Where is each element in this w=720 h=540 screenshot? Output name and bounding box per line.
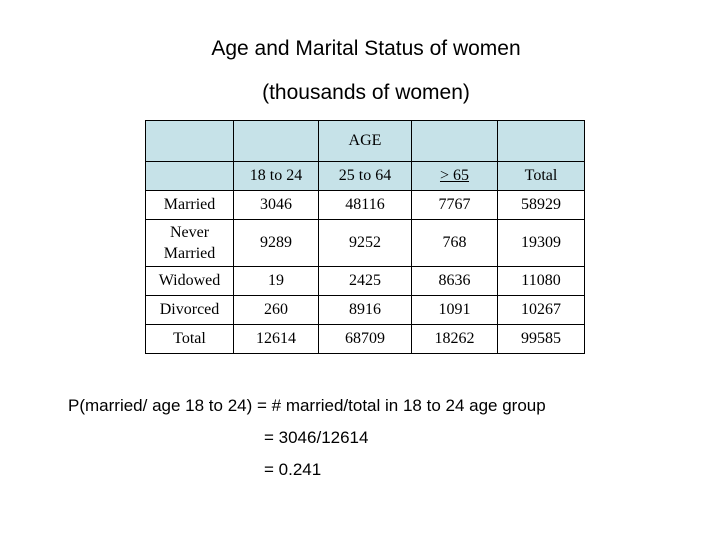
table-cell: 58929	[497, 190, 585, 220]
row-label: Married	[145, 190, 234, 220]
header-empty-cell	[233, 120, 319, 162]
table-cell: 2425	[318, 266, 412, 296]
table-row: Divorced 260 8916 1091 10267	[145, 295, 585, 325]
table-cell: 19	[233, 266, 319, 296]
table-row: Married 3046 48116 7767 58929	[145, 190, 585, 220]
table-cell: 1091	[411, 295, 498, 325]
probability-formula: P(married/ age 18 to 24) = # married/tot…	[68, 396, 546, 415]
table-cell: 99585	[497, 324, 585, 354]
table-cell: 9252	[318, 219, 412, 267]
column-header: > 65	[411, 161, 498, 191]
table-cell: 3046	[233, 190, 319, 220]
column-header: 18 to 24	[233, 161, 319, 191]
table-row: Never Married 9289 9252 768 19309	[145, 219, 585, 267]
row-label: Widowed	[145, 266, 234, 296]
table-cell: 18262	[411, 324, 498, 354]
row-label-line: Married	[163, 245, 216, 262]
row-label-line: Never	[169, 224, 210, 241]
table-cell: 9289	[233, 219, 319, 267]
column-header: Total	[497, 161, 585, 191]
table-cell: 8916	[318, 295, 412, 325]
table-cell: 11080	[497, 266, 585, 296]
header-empty-cell	[497, 120, 585, 162]
table-cell: 8636	[411, 266, 498, 296]
page-title: Age and Marital Status of women	[211, 37, 521, 60]
table-cell: 48116	[318, 190, 412, 220]
table-header-row-columns: 18 to 24 25 to 64 > 65 Total	[145, 161, 585, 191]
age-group-header: AGE	[318, 120, 412, 162]
header-empty-cell	[411, 120, 498, 162]
header-empty-cell	[145, 120, 234, 162]
probability-result: = 0.241	[264, 460, 322, 479]
table-cell: 768	[411, 219, 498, 267]
table-cell: 68709	[318, 324, 412, 354]
column-header: 25 to 64	[318, 161, 412, 191]
row-label: Divorced	[145, 295, 234, 325]
table-row: Total 12614 68709 18262 99585	[145, 324, 585, 354]
table-cell: 7767	[411, 190, 498, 220]
table-row: Widowed 19 2425 8636 11080	[145, 266, 585, 296]
table-header-row-age: AGE	[145, 120, 585, 162]
header-empty-cell	[145, 161, 234, 191]
table-cell: 12614	[233, 324, 319, 354]
row-label: Total	[145, 324, 234, 354]
table-cell: 10267	[497, 295, 585, 325]
table-cell: 19309	[497, 219, 585, 267]
table-cell: 260	[233, 295, 319, 325]
row-label: Never Married	[145, 219, 234, 267]
probability-fraction: = 3046/12614	[264, 428, 369, 447]
age-marital-table: AGE 18 to 24 25 to 64 > 65 Total Married…	[145, 120, 585, 354]
page-subtitle: (thousands of women)	[262, 81, 470, 104]
